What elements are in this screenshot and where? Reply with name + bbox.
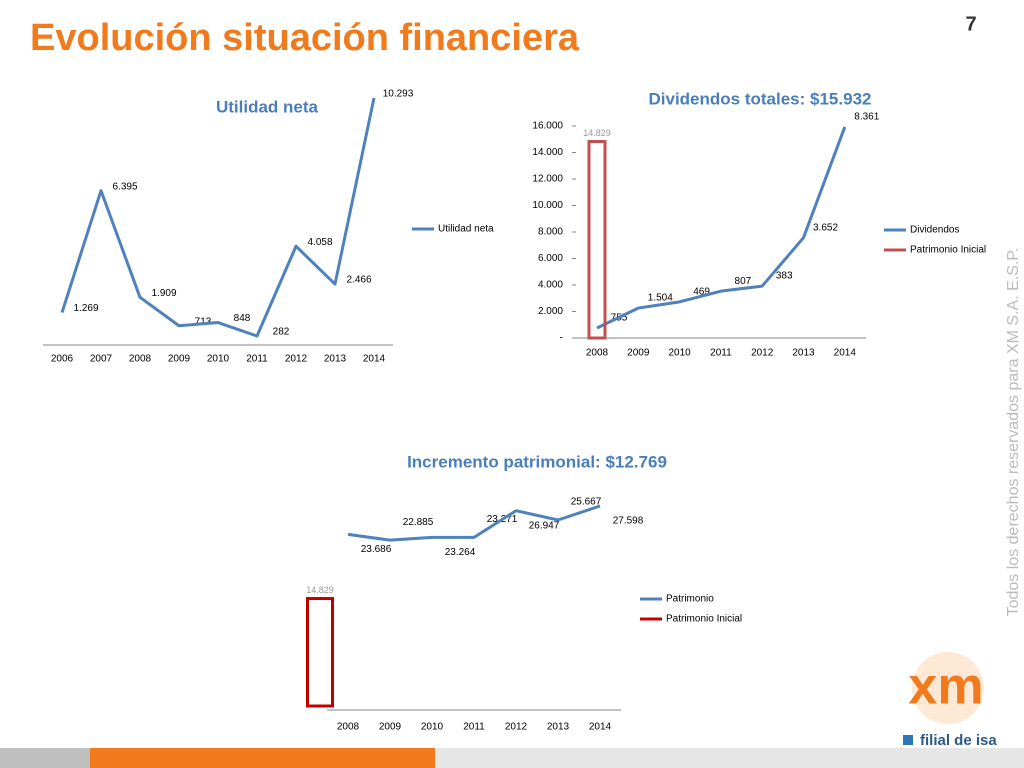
x-tick-label: 2007	[90, 354, 113, 365]
bar	[587, 140, 607, 340]
data-label: 26.947	[529, 520, 560, 531]
data-label: 848	[234, 313, 251, 324]
footer-bar	[435, 748, 1024, 768]
y-tick-label: 4.000	[538, 280, 563, 291]
data-label: 469	[693, 286, 710, 297]
y-tick-label: 8.000	[538, 227, 563, 238]
x-tick-label: 2014	[834, 348, 857, 359]
y-tick-label: 2.000	[538, 306, 563, 317]
data-label: 1.909	[151, 288, 176, 299]
data-label: 1.504	[648, 293, 673, 304]
logo-tagline: filial de isa	[920, 732, 997, 749]
chart-title: Dividendos totales: $15.932	[649, 89, 872, 108]
x-tick-label: 2012	[751, 348, 774, 359]
y-tick-label: -	[560, 333, 563, 344]
footer-bar	[90, 748, 435, 768]
legend-label: Utilidad neta	[438, 224, 494, 235]
data-label: 6.395	[112, 181, 137, 192]
logo-circle	[912, 652, 984, 724]
x-tick-label: 2011	[710, 348, 732, 359]
x-tick-label: 2009	[168, 354, 191, 365]
data-label: 22.885	[403, 517, 434, 528]
bar-label: 14.829	[583, 128, 611, 138]
footer-bar	[0, 748, 90, 768]
y-tick-label: 12.000	[532, 174, 563, 185]
logo-square	[903, 735, 913, 745]
data-label: 282	[273, 327, 290, 338]
y-tick-label: 14.000	[532, 147, 563, 158]
legend-label: Patrimonio Inicial	[910, 245, 986, 256]
x-tick-label: 2014	[589, 722, 612, 733]
data-label: 4.058	[307, 237, 332, 248]
x-tick-label: 2009	[379, 722, 402, 733]
x-tick-label: 2010	[207, 354, 230, 365]
data-label: 23.686	[361, 544, 392, 555]
x-tick-label: 2013	[547, 722, 570, 733]
x-tick-label: 2006	[51, 354, 74, 365]
legend-label: Patrimonio	[666, 594, 714, 605]
chart-title: Utilidad neta	[216, 97, 319, 116]
y-tick-label: 10.000	[532, 200, 563, 211]
bar	[306, 597, 334, 708]
page-number: 7	[965, 13, 976, 35]
data-label: 713	[195, 316, 212, 327]
bar-label: 14.829	[306, 585, 334, 595]
data-label: 25.667	[571, 497, 602, 508]
data-label: 383	[776, 271, 793, 282]
x-tick-label: 2008	[586, 348, 609, 359]
chart-title: Incremento patrimonial: $12.769	[407, 452, 667, 471]
line	[596, 126, 847, 330]
data-label: 23.264	[445, 547, 476, 558]
legend-label: Patrimonio Inicial	[666, 614, 742, 625]
x-tick-label: 2010	[668, 348, 691, 359]
data-label: 10.293	[383, 89, 414, 100]
data-label: 807	[735, 276, 752, 287]
x-tick-label: 2009	[627, 348, 650, 359]
x-tick-label: 2014	[363, 354, 386, 365]
line	[347, 504, 601, 542]
data-label: 1.269	[73, 303, 98, 314]
x-tick-label: 2013	[324, 354, 347, 365]
x-tick-label: 2011	[463, 722, 485, 733]
slide-title: Evolución situación financiera	[30, 17, 580, 59]
x-tick-label: 2013	[792, 348, 815, 359]
data-label: 8.361	[854, 112, 879, 123]
x-tick-label: 2012	[505, 722, 528, 733]
y-tick-label: 6.000	[538, 253, 563, 264]
legend-label: Dividendos	[910, 225, 959, 236]
x-tick-label: 2010	[421, 722, 444, 733]
x-tick-label: 2011	[246, 354, 268, 365]
y-tick-label: 16.000	[532, 121, 563, 132]
logo-brand: xm	[908, 658, 983, 716]
line	[60, 97, 376, 338]
data-label: 2.466	[346, 275, 371, 286]
x-tick-label: 2012	[285, 354, 308, 365]
data-label: 3.652	[813, 222, 838, 233]
watermark: Todos los derechos reservados para XM S.…	[1005, 248, 1022, 617]
data-label: 27.598	[613, 516, 644, 527]
x-tick-label: 2008	[129, 354, 152, 365]
x-tick-label: 2008	[337, 722, 360, 733]
